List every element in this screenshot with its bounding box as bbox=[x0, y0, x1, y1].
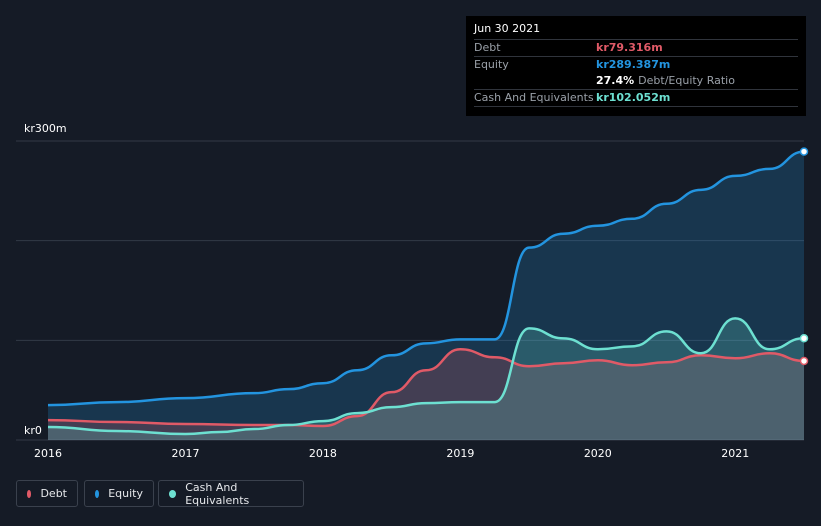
debt-dot-icon bbox=[27, 489, 32, 498]
equity-dot-icon bbox=[95, 489, 100, 498]
tooltip-ratio-row: 27.4% Debt/Equity Ratio bbox=[474, 73, 798, 89]
legend-equity-label: Equity bbox=[108, 487, 143, 500]
axis-ticks: kr0 kr300m 2016 2017 2018 2019 2020 2021 bbox=[24, 122, 749, 460]
tooltip-debt-value: kr79.316m bbox=[596, 41, 663, 54]
x-tick-label: 2021 bbox=[721, 447, 749, 460]
legend-item-cash[interactable]: Cash And Equivalents bbox=[158, 480, 304, 507]
legend-debt-label: Debt bbox=[40, 487, 67, 500]
cash-line bbox=[47, 317, 805, 436]
tooltip-debt-label: Debt bbox=[474, 41, 501, 54]
series-lines bbox=[47, 150, 805, 436]
x-tick-label: 2020 bbox=[584, 447, 612, 460]
tooltip-cash-label: Cash And Equivalents bbox=[474, 91, 594, 104]
equity-area bbox=[48, 151, 804, 440]
debt-end-marker bbox=[799, 356, 809, 366]
end-markers bbox=[799, 147, 809, 366]
y-tick-label: kr0 bbox=[24, 424, 42, 437]
tooltip-panel: Jun 30 2021 Debt kr79.316m Equity kr289.… bbox=[466, 16, 806, 116]
debt-line bbox=[47, 348, 805, 428]
cash-dot-icon bbox=[169, 489, 177, 498]
x-tick-label: 2016 bbox=[34, 447, 62, 460]
tooltip-equity-row: Equity kr289.387m bbox=[474, 56, 798, 73]
tooltip-equity-value: kr289.387m bbox=[596, 58, 671, 71]
tooltip-ratio-value: 27.4% bbox=[596, 74, 635, 87]
grid-lines bbox=[16, 140, 804, 441]
y-tick-label: kr300m bbox=[24, 122, 67, 135]
equity-line bbox=[47, 150, 805, 407]
legend-cash-label: Cash And Equivalents bbox=[185, 480, 250, 507]
series-areas bbox=[48, 151, 804, 440]
tooltip-date: Jun 30 2021 bbox=[474, 22, 541, 35]
tooltip-cash-value: kr102.052m bbox=[596, 91, 671, 104]
tooltip-cash-row: Cash And Equivalents kr102.052m bbox=[474, 89, 798, 106]
debt-area bbox=[48, 349, 804, 440]
equity-end-marker bbox=[799, 147, 809, 156]
legend-item-debt[interactable]: Debt bbox=[16, 480, 78, 507]
cash-end-marker bbox=[799, 334, 809, 343]
x-tick-label: 2019 bbox=[446, 447, 474, 460]
tooltip-ratio-label: Debt/Equity Ratio bbox=[638, 74, 735, 87]
x-tick-label: 2018 bbox=[309, 447, 337, 460]
legend-item-equity[interactable]: Equity bbox=[84, 480, 154, 507]
tooltip-equity-label: Equity bbox=[474, 58, 509, 71]
tooltip-debt-row: Debt kr79.316m bbox=[474, 39, 798, 56]
x-tick-label: 2017 bbox=[171, 447, 199, 460]
